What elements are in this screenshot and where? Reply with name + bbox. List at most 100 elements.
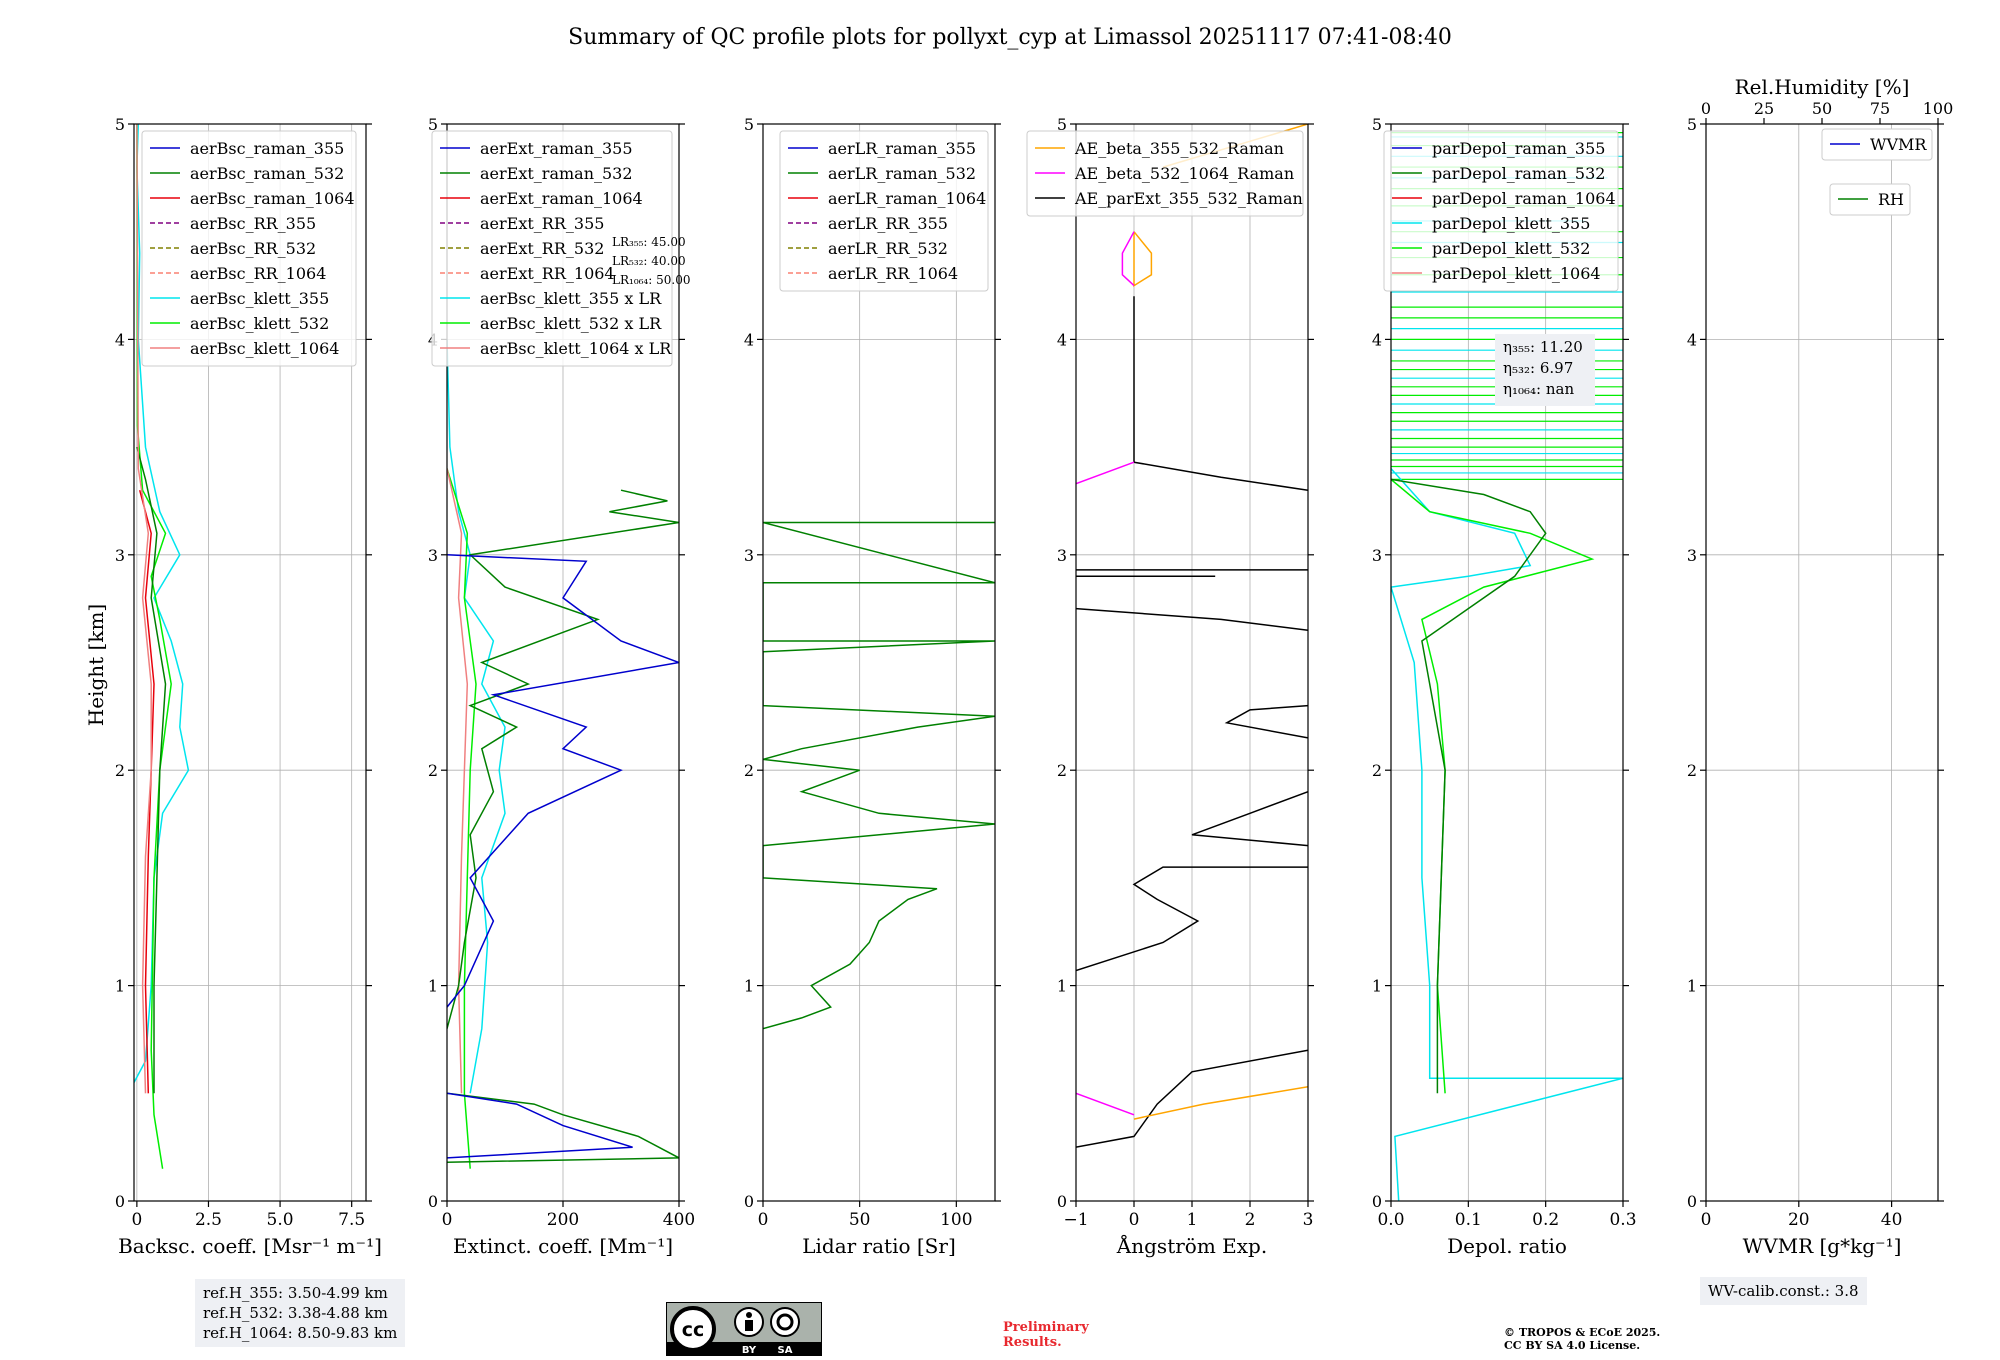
series-aerLR_raman_532 (763, 521, 995, 1030)
x-axis-label: Backsc. coeff. [Msr⁻¹ m⁻¹] (118, 1234, 382, 1258)
y-tick-label: 2 (1687, 761, 1697, 780)
y-tick-label: 1 (1372, 977, 1382, 996)
y-tick-label: 5 (1372, 115, 1382, 134)
legend-label: WVMR (1870, 135, 1927, 154)
legend-label: aerLR_raman_1064 (828, 189, 986, 208)
legend-box (141, 130, 357, 367)
x-tick-label: 0 (442, 1210, 453, 1230)
legend-label: parDepol_klett_355 (1432, 214, 1590, 233)
ref-height-532: ref.H_532: 3.38-4.88 km (203, 1304, 388, 1322)
x-tick-label: 0.2 (1532, 1210, 1559, 1230)
legend-label: aerBsc_klett_532 x LR (480, 314, 662, 333)
x-tick-label: 50 (849, 1210, 871, 1230)
y-tick-label: 4 (1057, 330, 1067, 349)
legend-label: aerExt_RR_1064 (480, 264, 615, 283)
y-tick-label: 3 (428, 546, 438, 565)
legend-label: RH (1878, 190, 1904, 209)
preliminary-line-2: Results. (1003, 1335, 1062, 1350)
x-tick-label: 2 (1245, 1210, 1256, 1230)
y-tick-label: 4 (744, 330, 754, 349)
x-tick-label: −1 (1063, 1210, 1088, 1230)
series-aerBsc_klett_532 x LR (447, 468, 477, 1169)
axes-frame (1390, 123, 1624, 1202)
x-axis-label: Depol. ratio (1447, 1234, 1567, 1258)
legend-label: parDepol_raman_355 (1432, 139, 1605, 158)
panel-backscatter: 0 2.5 5.0 7.5 0 1 2 3 4 5 Backsc. coeff. [Msr⁻¹ m⁻… (115, 115, 382, 1258)
series-AE_parExt_355_532_Raman_h (1133, 461, 1308, 491)
y-tick-label: 1 (744, 977, 754, 996)
x-tick-label: 3 (1303, 1210, 1314, 1230)
x-tick-label: 0.3 (1609, 1210, 1636, 1230)
panels: 0 2.5 5.0 7.5 0 1 2 3 4 5 Backsc. coeff. [Msr⁻¹ m⁻… (115, 75, 1953, 1258)
y-tick-label: 2 (428, 761, 438, 780)
panel-depol: 0.0 0.1 0.2 0.3 0 1 2 3 4 5 Depol. ratio parDepol_r… (1372, 115, 1637, 1258)
x-tick-label: 40 (1881, 1210, 1903, 1230)
reference-height-box: ref.H_355: 3.50-4.99 km ref.H_532: 3.38-… (195, 1279, 406, 1347)
series-aerExt_raman_532_low (447, 1092, 679, 1163)
series-aerBsc_klett_1064 (136, 124, 152, 1094)
legend-box (1829, 183, 1911, 216)
legend-label: aerBsc_klett_1064 x LR (480, 339, 672, 358)
series-AE_beta_532_1064_Raman_b (1076, 461, 1135, 485)
y-tick-label: 4 (115, 330, 125, 349)
series-parDepol_klett_355 (1391, 468, 1623, 1201)
y-tick-label: 4 (1372, 330, 1382, 349)
series-AE_parExt_355_532_Raman (1076, 1049, 1308, 1148)
ref-height-355: ref.H_355: 3.50-4.99 km (203, 1284, 388, 1302)
legend-label: aerBsc_klett_532 (190, 314, 329, 333)
y-tick-label: 3 (1687, 546, 1697, 565)
top-axis-label: Rel.Humidity [%] (1735, 75, 1910, 99)
legend-label: AE_beta_355_532_Raman (1074, 139, 1284, 158)
x-tick-label: 200 (547, 1210, 579, 1230)
x-tick-label: 0 (1129, 1210, 1140, 1230)
legend-label: parDepol_klett_532 (1432, 239, 1590, 258)
legend-label: aerExt_raman_532 (480, 164, 633, 183)
x-axis-label: Extinct. coeff. [Mm⁻¹] (453, 1234, 673, 1258)
top-x-tick-label: 25 (1754, 99, 1774, 118)
eta-label: η₁₀₆₄: nan (1503, 380, 1574, 398)
eta-label: η₅₃₂: 6.97 (1503, 359, 1573, 377)
cc-sa-label: SA (778, 1345, 793, 1356)
legend-label: aerBsc_raman_1064 (190, 189, 355, 208)
y-tick-label: 3 (744, 546, 754, 565)
copyright-line-1: © TROPOS & ECoE 2025. (1504, 1326, 1661, 1339)
legend-box (1821, 128, 1933, 161)
y-tick-label: 2 (1057, 761, 1067, 780)
cc-by-label: BY (742, 1345, 757, 1356)
legend-label: aerExt_raman_1064 (480, 189, 643, 208)
y-tick-label: 0 (1687, 1192, 1697, 1211)
top-x-tick-label: 0 (1701, 99, 1711, 118)
x-tick-label: 1 (1187, 1210, 1198, 1230)
y-tick-label: 0 (115, 1192, 125, 1211)
series-aerExt_raman_355_low (447, 1092, 633, 1159)
legend-label: aerLR_RR_532 (828, 239, 948, 258)
x-tick-label: 20 (1788, 1210, 1810, 1230)
legend-label: aerLR_RR_355 (828, 214, 948, 233)
series-aerBsc_klett_355 x LR (447, 339, 506, 1094)
legend-label: AE_beta_532_1064_Raman (1074, 164, 1294, 183)
x-tick-label: 0 (758, 1210, 769, 1230)
legend-label: aerBsc_raman_355 (190, 139, 344, 158)
sa-icon (770, 1307, 800, 1337)
copyright-line-2: CC BY SA 4.0 License. (1504, 1339, 1641, 1352)
x-tick-label: 0 (1701, 1210, 1712, 1230)
legend-label: aerExt_RR_532 (480, 239, 604, 258)
y-tick-label: 3 (1057, 546, 1067, 565)
y-tick-label: 1 (1687, 977, 1697, 996)
series-AE_parExt_355_532_Raman_d (1224, 704, 1308, 739)
y-tick-label: 1 (1057, 977, 1067, 996)
legend-label: aerBsc_klett_1064 (190, 339, 339, 358)
axes-frame (133, 123, 367, 1202)
y-tick-label: 5 (428, 115, 438, 134)
y-tick-label: 2 (1372, 761, 1382, 780)
y-tick-label: 1 (428, 977, 438, 996)
x-tick-label: 5.0 (267, 1210, 294, 1230)
series-AE_beta_532_1064_Raman_c (1121, 231, 1135, 287)
y-tick-label: 0 (1372, 1192, 1382, 1211)
cc-badge-text: cc (682, 1319, 705, 1341)
legend-label: aerBsc_RR_355 (190, 214, 316, 233)
legend-box (1026, 130, 1304, 217)
panel-extinction: 0200400012345Extinct. coeff. [Mm⁻¹]aerEx… (428, 115, 695, 1258)
legend-box (431, 130, 673, 367)
